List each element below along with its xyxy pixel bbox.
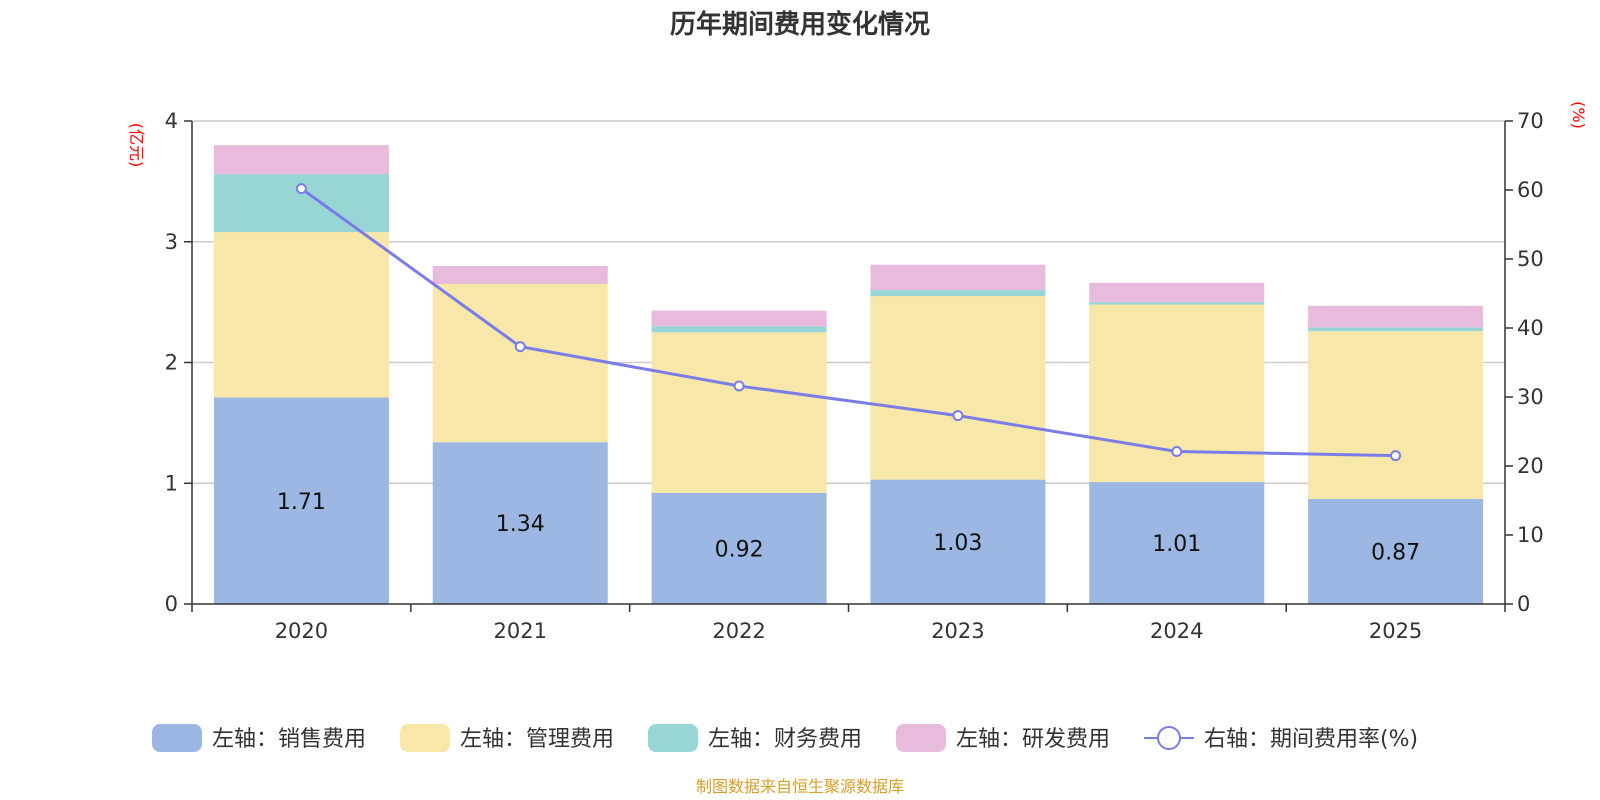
bar-segment bbox=[432, 265, 608, 285]
bar-segment bbox=[1308, 331, 1484, 499]
bar-segment bbox=[651, 332, 827, 493]
bar-segment bbox=[432, 442, 608, 604]
legend-label: 右轴：期间费用率(%) bbox=[1204, 727, 1418, 752]
bar-segment bbox=[1089, 302, 1265, 305]
bar-segment bbox=[1308, 327, 1484, 332]
rate-point bbox=[514, 341, 526, 353]
left-axis-tick-label: 2 bbox=[165, 351, 178, 375]
left-axis-tick-label: 1 bbox=[165, 471, 178, 495]
bar-segment bbox=[213, 174, 389, 233]
legend-swatch bbox=[896, 724, 946, 752]
legend-swatch bbox=[152, 724, 202, 752]
right-axis-tick-label: 20 bbox=[1517, 454, 1544, 478]
rate-point bbox=[733, 380, 745, 392]
bar-segment bbox=[1089, 282, 1265, 303]
bars bbox=[213, 145, 1484, 604]
bar-segment bbox=[870, 479, 1046, 604]
right-axis-tick-label: 50 bbox=[1517, 247, 1544, 271]
right-axis-unit: (%) bbox=[1569, 101, 1588, 129]
legend-label: 左轴：管理费用 bbox=[460, 727, 614, 752]
right-axis-tick-label: 70 bbox=[1517, 109, 1544, 133]
bar-segment bbox=[870, 264, 1046, 291]
legend-label: 左轴：销售费用 bbox=[212, 727, 366, 752]
bar-segment bbox=[1308, 498, 1484, 604]
rate-point bbox=[1390, 450, 1402, 462]
right-axis-tick-label: 10 bbox=[1517, 523, 1544, 547]
left-axis-tick-label: 4 bbox=[165, 109, 178, 133]
bar-segment bbox=[870, 290, 1046, 297]
data-label: 1.71 bbox=[277, 490, 326, 515]
bar-segment bbox=[1089, 482, 1265, 604]
data-label: 0.92 bbox=[715, 537, 764, 562]
data-label: 1.34 bbox=[496, 512, 545, 537]
data-label: 1.01 bbox=[1152, 532, 1201, 557]
bar-segment bbox=[651, 492, 827, 604]
data-label: 0.87 bbox=[1371, 540, 1420, 565]
gridlines bbox=[192, 120, 1505, 484]
legend-swatch bbox=[400, 724, 450, 752]
legend-swatch-marker bbox=[1157, 726, 1181, 750]
left-axis-tick-label: 3 bbox=[165, 230, 178, 254]
legend: 左轴：销售费用 左轴：管理费用 左轴：财务费用 左轴：研发费用 右轴：期间费用率(%) bbox=[152, 724, 1418, 752]
data-label: 1.03 bbox=[933, 531, 982, 556]
rate-point bbox=[952, 410, 964, 422]
x-axis-tick-label: 2022 bbox=[712, 619, 765, 643]
data-labels: 1.71 1.34 0.92 1.03 1.01 0.87 bbox=[277, 490, 1420, 566]
legend-label: 左轴：财务费用 bbox=[708, 727, 862, 752]
bar-segment bbox=[432, 284, 608, 443]
left-axis-unit: (亿元) bbox=[127, 123, 146, 168]
rate-line bbox=[295, 183, 1402, 462]
x-axis-tick-label: 2023 bbox=[931, 619, 984, 643]
right-axis-tick-label: 60 bbox=[1517, 178, 1544, 202]
bar-segment bbox=[213, 145, 389, 175]
right-axis-tick-label: 30 bbox=[1517, 385, 1544, 409]
bar-segment bbox=[870, 296, 1046, 480]
right-axis-tick-label: 0 bbox=[1517, 592, 1530, 616]
chart-title: 历年期间费用变化情况 bbox=[670, 9, 930, 40]
legend-swatch bbox=[648, 724, 698, 752]
bar-segment bbox=[213, 232, 389, 398]
rate-line-path bbox=[300, 187, 1396, 458]
rate-point bbox=[295, 183, 307, 195]
x-axis-tick-label: 2021 bbox=[494, 619, 547, 643]
left-axis-tick-label: 0 bbox=[165, 592, 178, 616]
legend-label: 左轴：研发费用 bbox=[956, 727, 1110, 752]
x-axis-tick-label: 2025 bbox=[1369, 619, 1422, 643]
bar-segment bbox=[651, 326, 827, 333]
bar-segment bbox=[213, 397, 389, 604]
bar-segment bbox=[651, 310, 827, 327]
rate-point bbox=[1171, 446, 1183, 458]
source-note: 制图数据来自恒生聚源数据库 bbox=[696, 777, 904, 796]
bar-segment bbox=[1308, 305, 1484, 328]
x-axis-tick-label: 2020 bbox=[275, 619, 328, 643]
x-axis-tick-label: 2024 bbox=[1150, 619, 1203, 643]
right-axis-tick-label: 40 bbox=[1517, 316, 1544, 340]
